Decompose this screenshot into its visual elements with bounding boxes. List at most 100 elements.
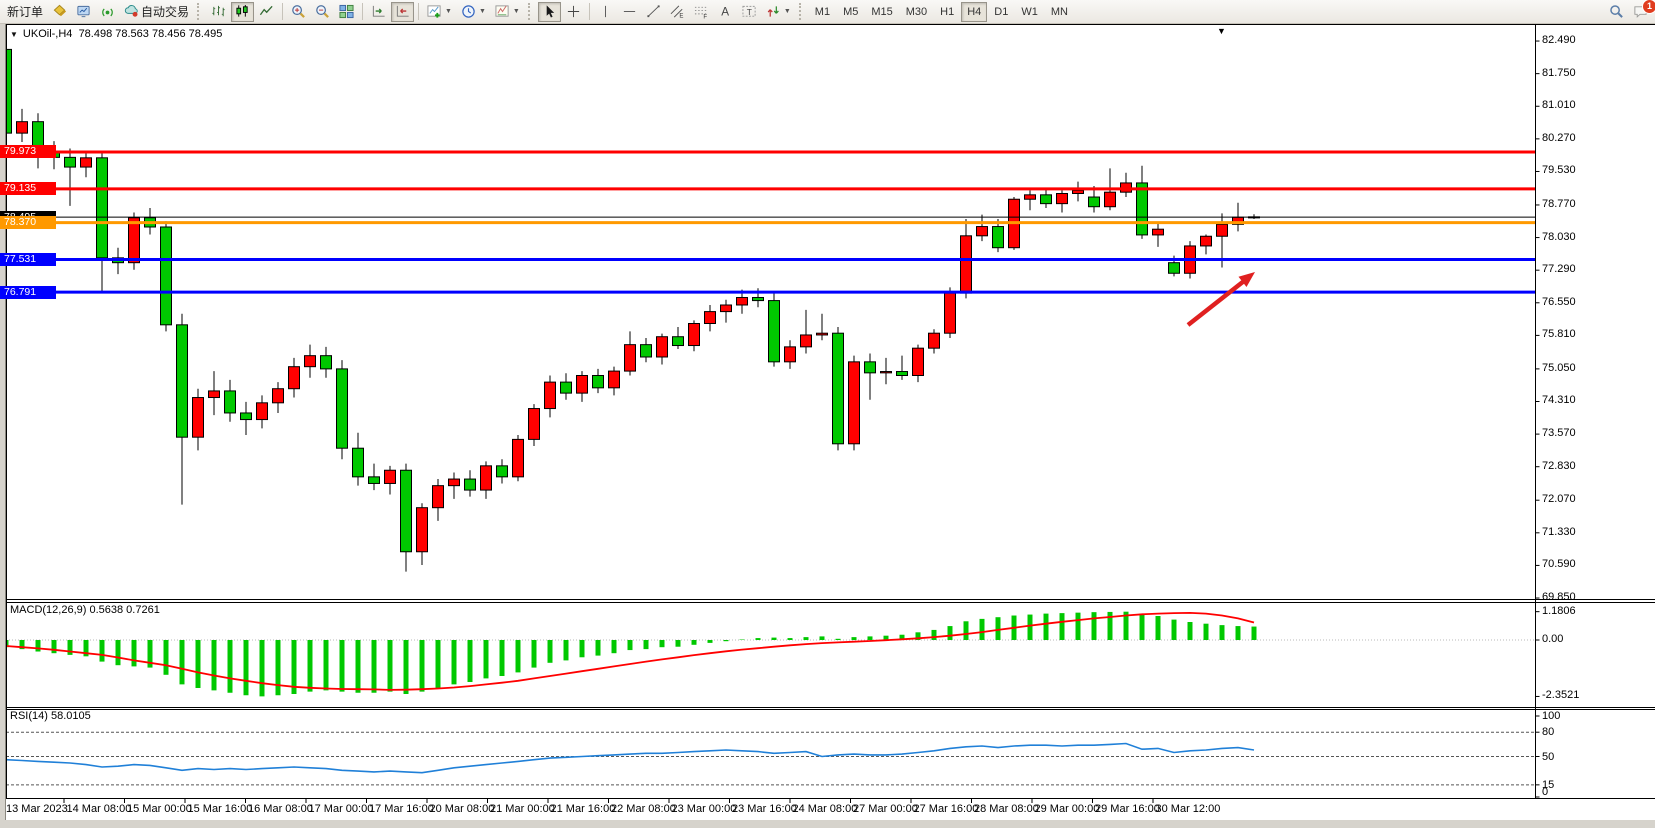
autotrade-icon bbox=[124, 4, 139, 19]
indicators-icon bbox=[427, 4, 442, 19]
indicators-button[interactable]: ▼ bbox=[423, 2, 456, 22]
candle-body bbox=[1040, 194, 1052, 205]
price-badge-78.370: 78.370 bbox=[0, 216, 56, 230]
time-label: 21 Mar 00:00 bbox=[490, 803, 555, 815]
trend-arrow-head[interactable] bbox=[1238, 272, 1256, 287]
candle-body bbox=[384, 469, 396, 484]
new-chart-icon[interactable] bbox=[48, 2, 71, 22]
crosshair-icon[interactable] bbox=[562, 2, 585, 22]
candle-body bbox=[768, 300, 780, 363]
timeframe-m1-button[interactable]: M1 bbox=[809, 2, 836, 22]
vertical-line-icon[interactable] bbox=[594, 2, 617, 22]
fibonacci-icon[interactable]: F bbox=[690, 2, 713, 22]
signals-icon[interactable] bbox=[96, 2, 119, 22]
candle-body bbox=[960, 235, 972, 294]
chevron-down-icon: ▼ bbox=[783, 8, 791, 15]
candle-body bbox=[608, 370, 620, 389]
candle-body bbox=[1152, 228, 1164, 236]
auto-scroll-icon[interactable] bbox=[367, 2, 390, 22]
timeframe-h4-button[interactable]: H4 bbox=[961, 1, 988, 22]
templates-button[interactable]: ▼ bbox=[491, 2, 524, 22]
text-label-icon[interactable]: T bbox=[738, 2, 761, 22]
candle-body bbox=[880, 371, 892, 374]
chart-shift-icon[interactable] bbox=[391, 1, 415, 22]
autotrade-label: 自动交易 bbox=[141, 5, 190, 19]
autotrade-button[interactable]: 自动交易 bbox=[120, 2, 193, 22]
time-label: 23 Mar 00:00 bbox=[671, 803, 737, 815]
candle-body bbox=[976, 226, 988, 237]
time-label: 29 Mar 00:00 bbox=[1034, 803, 1100, 815]
trendline-icon[interactable] bbox=[642, 2, 665, 22]
text-icon[interactable]: A bbox=[714, 2, 737, 22]
market-watch-icon[interactable] bbox=[72, 2, 95, 22]
candle-body bbox=[592, 374, 604, 389]
timeframe-m30-button[interactable]: M30 bbox=[900, 2, 933, 22]
toolbar-separator bbox=[588, 3, 590, 20]
price-tick-label: 70.590 bbox=[1542, 558, 1576, 571]
timeframe-d1-button[interactable]: D1 bbox=[988, 2, 1014, 22]
candle-body bbox=[864, 361, 876, 374]
candle-body bbox=[464, 478, 476, 491]
zoom-in-icon[interactable] bbox=[287, 2, 310, 22]
candle-body bbox=[1200, 235, 1212, 247]
macd-indicator-label: MACD(12,26,9) 0.5638 0.7261 bbox=[10, 604, 160, 616]
periods-button[interactable]: ▼ bbox=[457, 2, 490, 22]
time-label: 17 Mar 16:00 bbox=[369, 803, 434, 815]
candle-body bbox=[816, 332, 828, 336]
candle-body bbox=[720, 304, 732, 313]
candle-body bbox=[128, 217, 140, 264]
timeframe-mn-button[interactable]: MN bbox=[1045, 2, 1074, 22]
candle-body bbox=[224, 390, 236, 414]
candle-body bbox=[160, 226, 172, 326]
candle-body bbox=[624, 344, 636, 372]
time-label: 30 Mar 12:00 bbox=[1155, 803, 1221, 815]
toolbar-grip bbox=[798, 3, 804, 20]
candle-body bbox=[912, 347, 924, 376]
shapes-button[interactable]: ▼ bbox=[762, 2, 795, 22]
time-label: 21 Mar 16:00 bbox=[550, 803, 616, 815]
candle-body bbox=[496, 465, 508, 478]
candle-body bbox=[1168, 262, 1180, 274]
candle-body bbox=[528, 408, 540, 440]
line-chart-icon[interactable] bbox=[255, 2, 278, 22]
channel-icon[interactable]: E bbox=[666, 2, 689, 22]
timeframe-w1-button[interactable]: W1 bbox=[1015, 2, 1044, 22]
candlestick-icon[interactable] bbox=[231, 1, 255, 22]
candle-body bbox=[944, 292, 956, 334]
price-badge-77.531: 77.531 bbox=[0, 253, 56, 267]
search-icon[interactable] bbox=[1605, 2, 1628, 22]
rsi-scale-label: 100 bbox=[1542, 710, 1561, 722]
price-tick-label: 78.030 bbox=[1542, 230, 1576, 243]
zoom-out-icon[interactable] bbox=[311, 2, 334, 22]
candle-body bbox=[752, 296, 764, 302]
rsi-scale-label: 15 bbox=[1542, 778, 1555, 791]
shapes-icon bbox=[766, 4, 781, 19]
rsi-indicator-label: RSI(14) 58.0105 bbox=[10, 710, 91, 722]
timeframe-m5-button[interactable]: M5 bbox=[837, 2, 864, 22]
price-badge-76.791: 76.791 bbox=[0, 285, 56, 299]
collapse-triangle-icon[interactable]: ▼ bbox=[10, 30, 18, 39]
trend-arrow[interactable] bbox=[1186, 279, 1246, 327]
new-order-button[interactable]: 新订单 bbox=[3, 2, 47, 22]
price-tick-label: 78.770 bbox=[1542, 197, 1576, 210]
chat-button[interactable]: 1 bbox=[1629, 0, 1655, 22]
tile-windows-icon[interactable] bbox=[335, 2, 358, 22]
candle-body bbox=[320, 355, 332, 370]
candle-body bbox=[288, 366, 300, 390]
horizontal-line-icon[interactable] bbox=[618, 2, 641, 22]
price-tick-label: 75.810 bbox=[1542, 328, 1576, 341]
timeframe-m15-button[interactable]: M15 bbox=[865, 2, 898, 22]
price-badge-79.973: 79.973 bbox=[0, 145, 56, 159]
price-tick-label: 72.070 bbox=[1542, 493, 1576, 506]
chart-shift-marker-icon[interactable]: ▼ bbox=[1217, 26, 1226, 36]
candle-body bbox=[432, 485, 444, 509]
candle-body bbox=[256, 402, 268, 421]
cursor-icon[interactable] bbox=[537, 1, 561, 22]
candle-body bbox=[576, 374, 588, 394]
bar-chart-icon[interactable] bbox=[207, 2, 230, 22]
timeframe-h1-button[interactable]: H1 bbox=[934, 2, 960, 22]
price-tick-label: 81.750 bbox=[1542, 66, 1576, 79]
time-label: 23 Mar 16:00 bbox=[732, 803, 797, 815]
chart-ohlc-values: 78.498 78.563 78.456 78.495 bbox=[78, 28, 223, 40]
